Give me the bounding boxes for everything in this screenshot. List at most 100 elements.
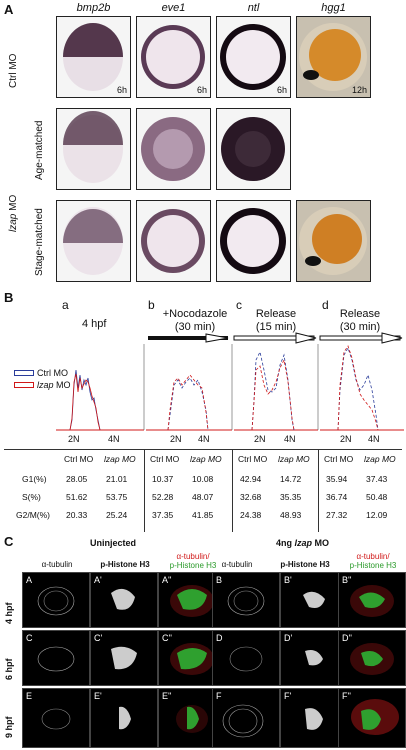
embryo-ntl-age — [216, 108, 291, 190]
subpanel-d-letter: d — [322, 298, 329, 312]
col-ctrl-c: Ctrl MO — [238, 454, 268, 464]
cell: 24.38 — [240, 510, 262, 520]
micrograph-e: E — [22, 688, 90, 748]
tile-letter: B'' — [342, 575, 352, 585]
panel-a-label: A — [4, 2, 14, 17]
micrograph-b1: B' — [280, 572, 348, 628]
cell: 35.94 — [326, 474, 348, 484]
tile-letter: F'' — [342, 691, 351, 701]
spindle-image — [37, 586, 75, 616]
subpanel-a-title: 4 hpf — [82, 318, 107, 330]
panel-b-label: B — [4, 290, 14, 305]
panel-c-label: C — [4, 534, 14, 549]
legend-lzap-italic: lzap — [37, 380, 54, 390]
gene-label-hgg1: hgg1 — [321, 2, 346, 14]
time-label: 6h — [116, 85, 127, 95]
tile-letter: D — [216, 633, 223, 643]
release30-bar — [319, 332, 403, 344]
xtick-c-4n: 4N — [284, 434, 296, 444]
subpanel-c-letter: c — [236, 298, 242, 312]
row-label-stage-matched: Stage-matched — [34, 208, 45, 276]
histogram-a-lzap — [69, 373, 101, 431]
lzap-italic: lzap — [8, 213, 19, 232]
embryo-image — [63, 111, 123, 183]
merge-image — [350, 643, 394, 675]
embryo-ntl-stage — [216, 200, 291, 282]
hdr-ph3-1: p-Histone H3 — [100, 560, 150, 569]
histogram-c-ctrl — [251, 350, 295, 431]
micrograph-c1: C' — [90, 630, 158, 686]
micrograph-d1: D' — [280, 630, 348, 686]
micrograph-a1: A' — [90, 572, 158, 628]
col-lzap-d-text: lzap MO — [364, 454, 396, 464]
table-divider-1 — [144, 450, 145, 532]
cell: 50.48 — [366, 492, 388, 502]
micrograph-a: A — [22, 572, 90, 628]
micrograph-b2: B'' — [338, 572, 406, 628]
time-9hpf: 9 hpf — [4, 716, 14, 739]
col-lzap-b-text: lzap MO — [190, 454, 222, 464]
merge-image — [176, 705, 208, 733]
col-ctrl-d: Ctrl MO — [324, 454, 354, 464]
row-label-s: S(%) — [22, 492, 41, 502]
tile-letter: F — [216, 691, 222, 701]
chromatin-image — [305, 708, 323, 730]
histogram-b-ctrl — [167, 377, 209, 431]
group-lzap: 4ng lzap MO — [276, 538, 329, 548]
tile-letter: D' — [284, 633, 293, 643]
embryo-image — [299, 23, 367, 91]
cell-cycle-table: Ctrl MO lzap MO Ctrl MO lzap MO Ctrl MO … — [4, 449, 402, 532]
micrograph-d2: D'' — [338, 630, 406, 686]
group-lzap-post: MO — [312, 538, 330, 548]
chromatin-image — [111, 646, 137, 670]
histogram-d-lzap — [337, 345, 379, 431]
merge-image — [350, 585, 394, 617]
spindle-image — [227, 586, 265, 616]
hdr-tubulin-2: α-tubulin — [221, 560, 253, 569]
tile-letter: C' — [94, 633, 103, 643]
embryo-image — [63, 207, 123, 275]
row-label-age-matched: Age-matched — [34, 120, 45, 180]
release15-bar — [233, 332, 317, 344]
cell: 27.32 — [326, 510, 348, 520]
tile-letter: F' — [284, 691, 292, 701]
tile-letter: A'' — [162, 575, 172, 585]
time-label: 6h — [276, 85, 287, 95]
xtick-d-2n: 2N — [340, 434, 352, 444]
cell: 10.08 — [192, 474, 214, 484]
cell: 36.74 — [326, 492, 348, 502]
cell: 42.94 — [240, 474, 262, 484]
tile-letter: C'' — [162, 633, 172, 643]
embryo-image — [63, 23, 123, 91]
embryo-image — [299, 207, 367, 275]
cell: 48.93 — [280, 510, 302, 520]
gene-label-bmp2b: bmp2b — [76, 2, 111, 14]
histogram-d-ctrl — [337, 347, 379, 431]
tile-letter: B' — [284, 575, 292, 585]
hdr-tubulin-1: α-tubulin — [41, 560, 73, 569]
cell: 41.85 — [192, 510, 214, 520]
cell: 52.28 — [152, 492, 174, 502]
row-label-g2m: G2/M(%) — [16, 510, 50, 520]
micrograph-e1: E' — [90, 688, 158, 748]
subpanel-b-letter: b — [148, 298, 155, 312]
cell: 28.05 — [66, 474, 88, 484]
merge-image — [170, 585, 214, 617]
embryo-hgg1-ctrl: 12h — [296, 16, 371, 98]
histogram-b-lzap — [167, 374, 209, 431]
chromatin-image — [119, 706, 131, 730]
spindle-image — [229, 646, 263, 672]
embryo-bmp2b-age — [56, 108, 131, 190]
group-lzap-italic: lzap — [294, 538, 313, 548]
row-label-g1: G1(%) — [22, 474, 47, 484]
hdr-merge-1: α-tubulin/ p-Histone H3 — [160, 552, 226, 570]
tile-letter: C — [26, 633, 33, 643]
col-lzap-a-text: lzap MO — [104, 454, 136, 464]
cell: 14.72 — [280, 474, 302, 484]
embryo-ntl-ctrl: 6h — [216, 16, 291, 98]
subpanel-a-letter: a — [62, 298, 69, 312]
legend-ctrl-swatch — [14, 370, 34, 376]
hdr-merge-2: α-tubulin/ p-Histone H3 — [340, 552, 406, 570]
cell: 10.37 — [152, 474, 174, 484]
micrograph-c: C — [22, 630, 90, 686]
